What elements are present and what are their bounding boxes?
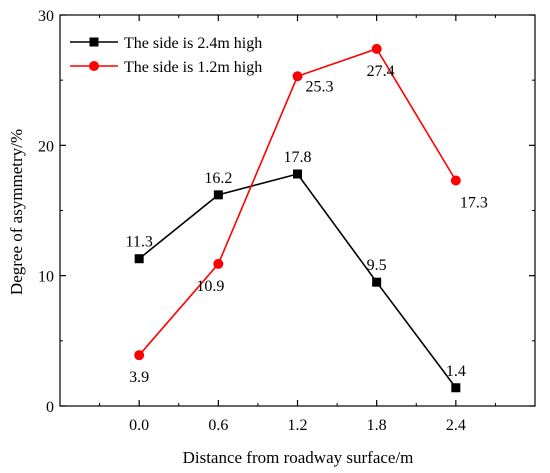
data-label: 3.9 [129, 369, 149, 386]
data-point [372, 277, 382, 287]
x-tick-label: 0.0 [129, 417, 149, 434]
data-point [293, 169, 302, 179]
legend: The side is 2.4m high The side is 1.2m hi… [70, 35, 262, 76]
legend-marker [89, 61, 99, 71]
data-label: 27.4 [367, 63, 395, 80]
data-point [134, 350, 145, 361]
x-tick-label: 0.6 [208, 417, 228, 434]
axes: 0 10 20 30 0.0 0.6 1.2 1.8 2.4 [38, 8, 536, 434]
data-point [292, 71, 303, 82]
data-label: 10.9 [196, 278, 224, 295]
series-2 [134, 43, 461, 361]
data-label: 9.5 [367, 257, 387, 274]
y-axis-title: Degree of asymmetry/% [7, 129, 26, 295]
x-tick-label: 1.2 [288, 417, 308, 434]
x-tick-label: 2.4 [446, 417, 466, 434]
data-label: 25.3 [306, 78, 334, 95]
x-axis-title: Distance from roadway surface/m [183, 448, 414, 467]
x-tick-label: 1.8 [367, 417, 387, 434]
legend-item: The side is 2.4m high [70, 35, 262, 52]
data-label: 16.2 [204, 170, 232, 187]
data-label: 17.3 [460, 195, 488, 212]
y-tick-label: 10 [38, 269, 54, 286]
series-line [138, 47, 457, 356]
y-tick-label: 0 [46, 399, 54, 416]
legend-marker [89, 37, 99, 47]
data-point [450, 175, 461, 186]
series-1 [134, 169, 461, 393]
data-point [371, 43, 382, 54]
y-tick-label: 20 [38, 138, 54, 155]
legend-label: The side is 2.4m high [124, 35, 262, 52]
data-label: 11.3 [125, 234, 152, 251]
data-point [451, 383, 461, 393]
data-label: 17.8 [284, 149, 312, 166]
y-tick-label: 30 [38, 8, 54, 25]
data-point [213, 258, 224, 269]
legend-item: The side is 1.2m high [70, 59, 262, 76]
series-layer [134, 43, 461, 393]
legend-label: The side is 1.2m high [124, 59, 262, 76]
data-label: 1.4 [446, 363, 466, 380]
series-line [138, 173, 457, 389]
data-point [134, 254, 144, 264]
data-point [213, 190, 223, 200]
data-labels: 11.3 16.2 17.8 9.5 1.4 3.9 10.9 25.3 27.4 17.3 [125, 63, 487, 386]
